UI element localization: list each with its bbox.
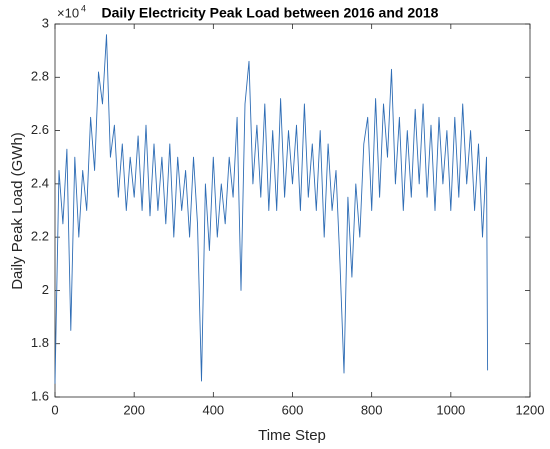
data-line	[54, 34, 489, 384]
y-axis-label: Daily Peak Load (GWh)	[9, 132, 26, 290]
y-tick-label: 1.8	[31, 335, 49, 350]
y-exponent-base: ×10	[57, 5, 79, 20]
x-tick-label: 600	[282, 402, 304, 417]
x-tick-label: 200	[123, 402, 145, 417]
x-tick-label: 800	[361, 402, 383, 417]
x-axis-label: Time Step	[258, 427, 326, 444]
y-tick-label: 2.6	[31, 122, 49, 137]
y-tick-label: 2.4	[31, 175, 49, 190]
x-tick-label: 0	[51, 402, 58, 417]
y-tick-label: 3	[42, 15, 49, 30]
y-tick-label: 2	[42, 282, 49, 297]
chart-title: Daily Electricity Peak Load between 2016…	[102, 5, 439, 21]
y-exponent: 4	[81, 3, 86, 13]
x-tick-label: 400	[202, 402, 224, 417]
y-tick-label: 2.8	[31, 69, 49, 84]
x-tick-label: 1200	[516, 402, 545, 417]
y-tick-label: 1.6	[31, 388, 49, 403]
x-tick-label: 1000	[436, 402, 465, 417]
y-tick-label: 2.2	[31, 229, 49, 244]
